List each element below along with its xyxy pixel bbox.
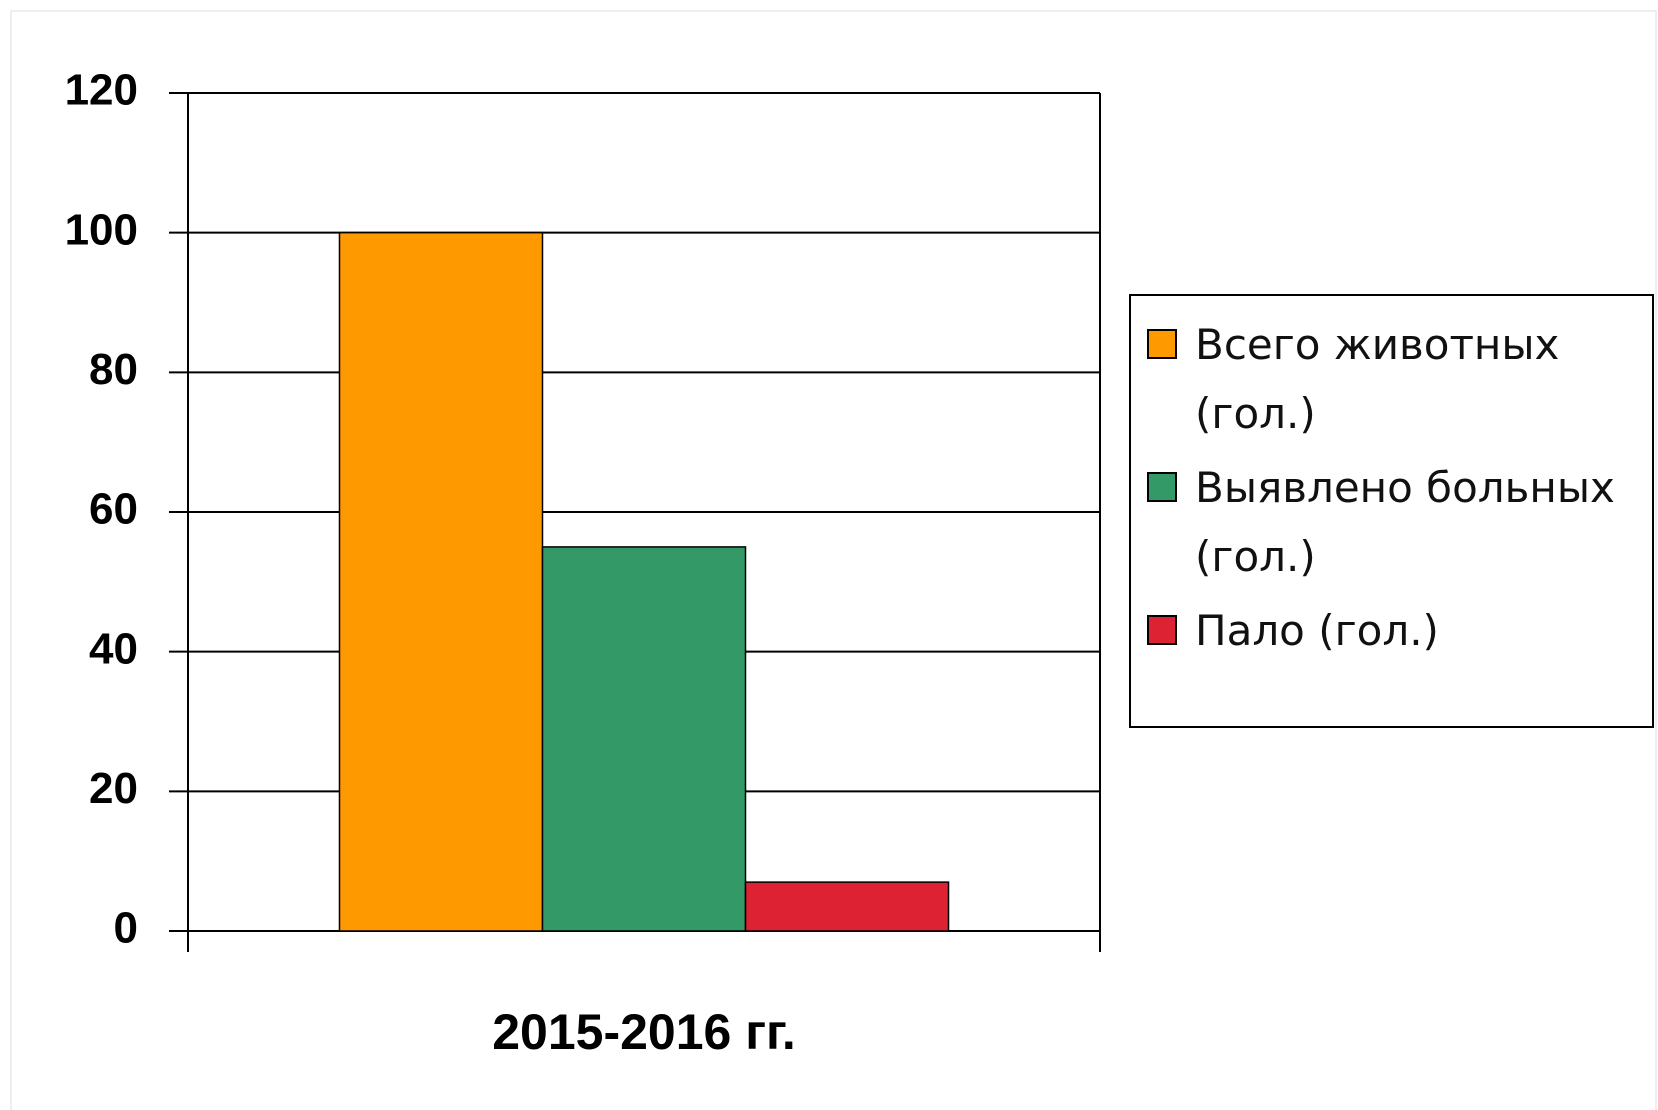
- legend-label: Выявлено больных (гол.): [1195, 463, 1615, 581]
- legend-swatch: [1147, 615, 1177, 645]
- y-tick-label: 80: [89, 345, 138, 394]
- legend: Всего животных (гол.) Выявлено больных (г…: [1129, 294, 1654, 728]
- y-tick-label: 120: [65, 66, 138, 115]
- y-tick-label: 100: [65, 205, 138, 254]
- bar: [338, 231, 544, 932]
- legend-swatch: [1147, 472, 1177, 502]
- legend-label: Пало (гол.): [1195, 606, 1439, 655]
- legend-entry: Всего животных (гол.): [1147, 310, 1645, 448]
- legend-label: Всего животных (гол.): [1195, 320, 1560, 438]
- y-tick-label: 0: [114, 904, 138, 953]
- legend-entry: Пало (гол.): [1147, 596, 1645, 665]
- bar: [541, 546, 747, 932]
- legend-swatch: [1147, 329, 1177, 359]
- legend-entry: Выявлено больных (гол.): [1147, 453, 1645, 591]
- y-tick-label: 40: [89, 624, 138, 673]
- bar: [744, 881, 950, 932]
- frame: [10, 10, 1657, 1110]
- y-tick-label: 20: [89, 764, 138, 813]
- x-tick-label: 2015-2016 гг.: [492, 1004, 796, 1060]
- y-tick-label: 60: [89, 485, 138, 534]
